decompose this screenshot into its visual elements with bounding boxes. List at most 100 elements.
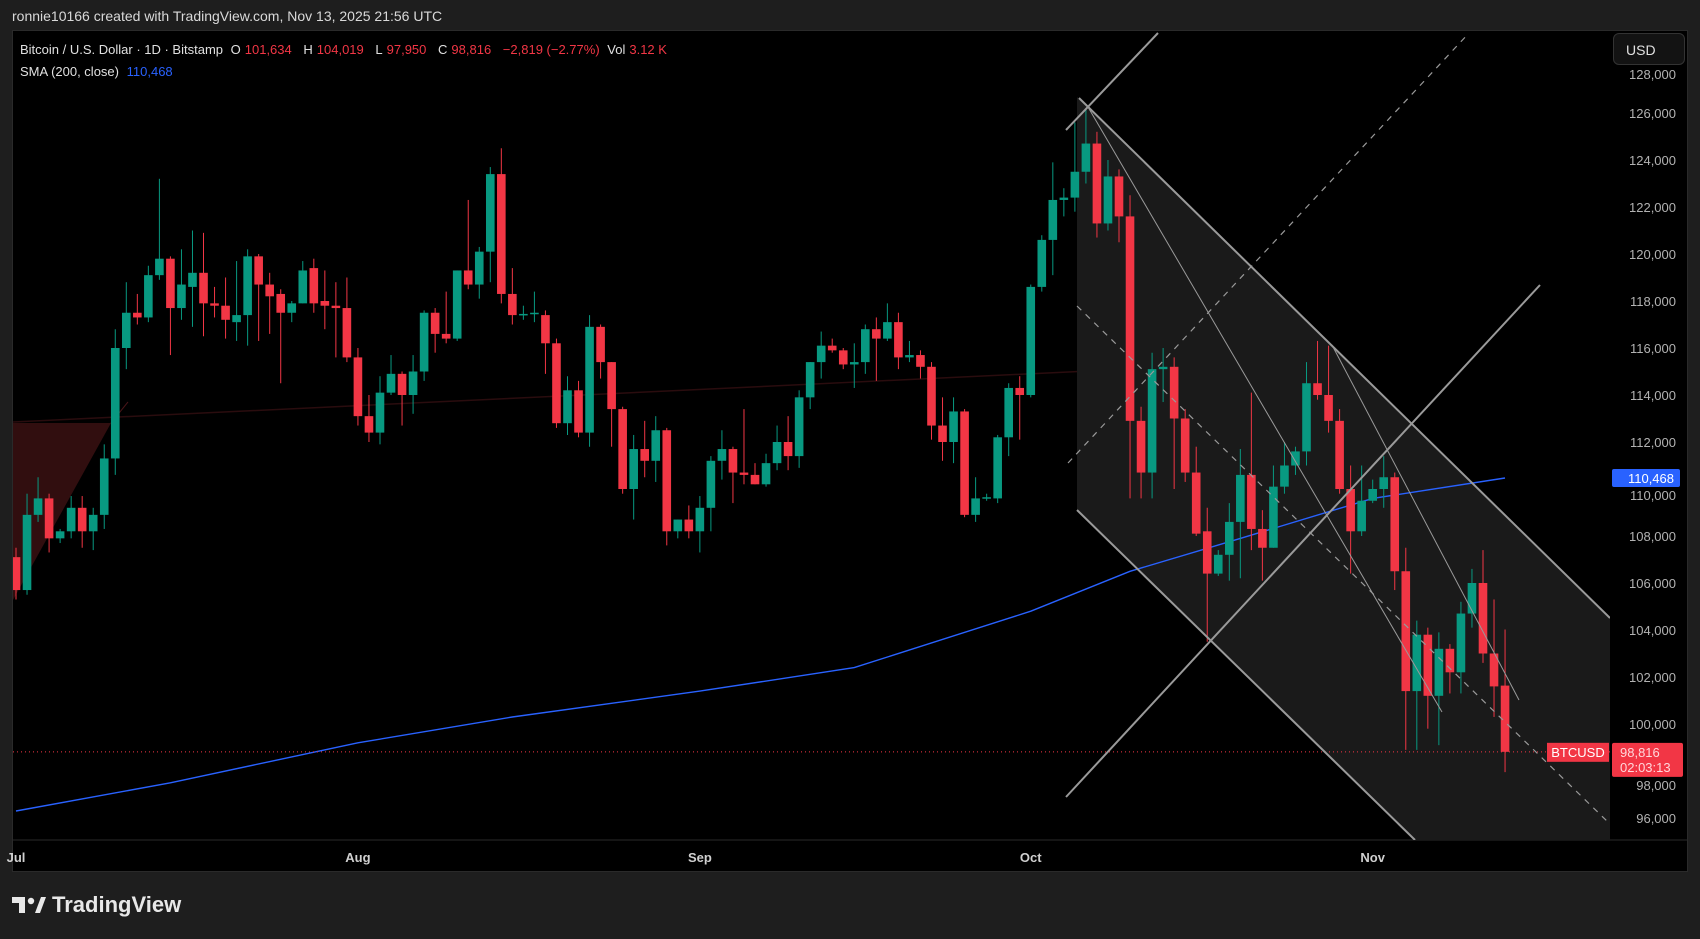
candle	[585, 315, 594, 447]
candle	[99, 444, 109, 529]
price-tick-label: 110,000	[1630, 488, 1676, 503]
candle	[927, 362, 936, 440]
candle	[1302, 362, 1311, 466]
candle-body	[1302, 383, 1311, 452]
candle	[827, 338, 837, 353]
candle-body	[77, 507, 87, 532]
fan-line-1	[1087, 106, 1443, 713]
close-label: C	[438, 42, 448, 57]
candle	[1412, 620, 1422, 750]
candle-body	[794, 397, 804, 457]
candle-body	[199, 272, 208, 304]
candle	[1037, 235, 1047, 292]
candle-body	[1236, 474, 1245, 522]
candle	[706, 456, 716, 532]
candle-body	[1004, 387, 1013, 438]
currency-button[interactable]: USD	[1613, 33, 1685, 65]
candle	[1368, 479, 1377, 504]
candles-layer	[13, 108, 1510, 773]
candle	[905, 340, 914, 363]
candle	[397, 371, 407, 426]
sma-label[interactable]: SMA (200, close)	[20, 64, 119, 79]
candle	[563, 376, 572, 435]
candle	[430, 308, 440, 353]
candle-body	[122, 312, 131, 348]
candle-body	[1335, 420, 1344, 489]
candle	[199, 232, 208, 337]
trend-line-faint	[13, 369, 1111, 423]
candle-body	[1269, 486, 1278, 548]
low-label: L	[375, 42, 383, 57]
candle-body	[552, 343, 561, 424]
sma-layer	[13, 477, 1610, 812]
footer-brand[interactable]: TradingView	[12, 892, 181, 918]
candle-body	[375, 392, 385, 433]
candle-body	[805, 362, 815, 398]
candle	[463, 199, 473, 290]
candle	[44, 493, 54, 553]
candle-body	[1026, 286, 1036, 395]
price-tick-label: 120,000	[1629, 247, 1676, 262]
candle-body	[739, 472, 749, 475]
candle-body	[938, 425, 947, 442]
candle-body	[243, 256, 252, 316]
candle	[916, 350, 925, 379]
candle-body	[949, 411, 958, 442]
candle-body	[750, 474, 760, 485]
candle-body	[1059, 197, 1069, 200]
candle	[364, 395, 374, 442]
candle-body	[1423, 634, 1433, 696]
candle	[1015, 376, 1025, 440]
price-tick-label: 126,000	[1629, 106, 1676, 121]
price-tick-label: 102,000	[1629, 670, 1676, 685]
candle	[232, 261, 241, 341]
candle	[1379, 456, 1389, 508]
candle-body	[1313, 383, 1322, 395]
candle	[485, 167, 495, 283]
candle-body	[353, 357, 363, 417]
candle	[33, 477, 43, 522]
candle-body	[1489, 653, 1499, 687]
candle-body	[221, 305, 230, 320]
candle-body	[177, 284, 186, 309]
candle-body	[662, 430, 672, 532]
candle	[629, 434, 638, 520]
candle-body	[485, 174, 495, 252]
candle	[1258, 510, 1267, 581]
candle-body	[1180, 418, 1190, 473]
candle	[309, 258, 319, 313]
price-tick-label: 116,000	[1630, 341, 1676, 356]
price-tick-label: 100,000	[1629, 717, 1676, 732]
candle	[1236, 449, 1245, 579]
candle-body	[861, 329, 870, 363]
volume-label: Vol	[607, 42, 626, 57]
candle	[728, 446, 738, 504]
symbol-title[interactable]: Bitcoin / U.S. Dollar · 1D · Bitstamp	[20, 42, 223, 57]
price-tick-label: 96,000	[1636, 811, 1676, 826]
candle-body	[1401, 571, 1411, 692]
candle	[1191, 446, 1201, 536]
candle	[155, 178, 164, 280]
candle-body	[287, 303, 297, 313]
candle	[298, 261, 308, 304]
candle-body	[210, 303, 219, 306]
candle-body	[971, 498, 980, 515]
candle	[254, 254, 263, 341]
candle	[166, 256, 175, 356]
last-price-tag	[1612, 742, 1683, 777]
candle	[276, 289, 286, 384]
candle	[1467, 568, 1477, 628]
candle	[1280, 442, 1289, 494]
candle-body	[1379, 477, 1389, 489]
price-tick-label: 114,000	[1630, 388, 1676, 403]
candle	[541, 310, 550, 374]
candle	[861, 324, 870, 374]
candle-body	[1037, 239, 1047, 287]
candle	[497, 148, 506, 304]
diagonal-up-line	[1065, 284, 1541, 798]
candle-body	[728, 449, 738, 473]
candle-body	[166, 258, 175, 309]
candle-body	[1092, 143, 1102, 224]
tradingview-logo-icon	[12, 897, 46, 913]
